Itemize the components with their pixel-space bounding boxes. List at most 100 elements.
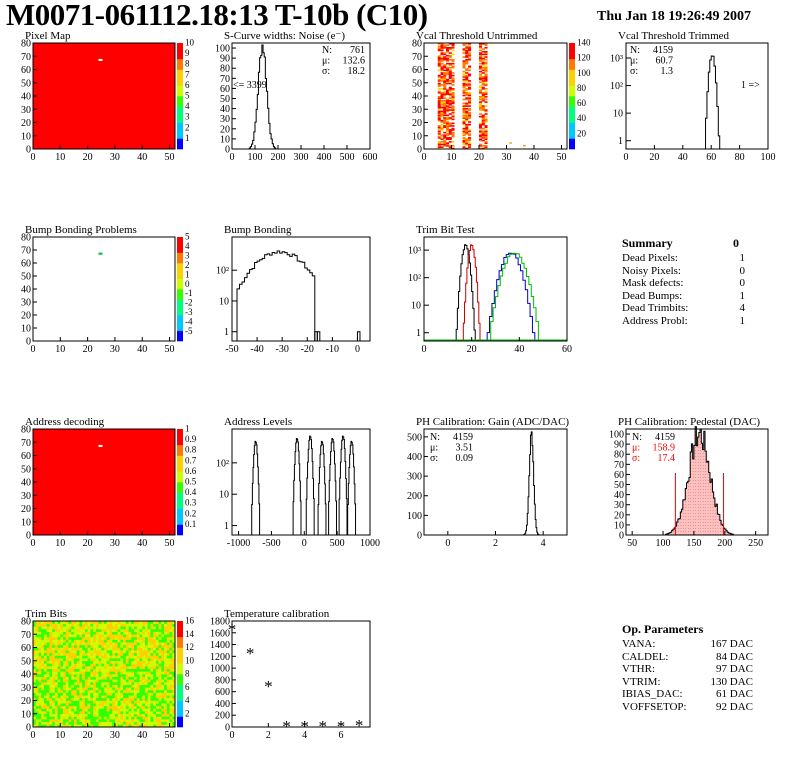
heatmap-cell bbox=[164, 660, 168, 664]
heatmap-cell bbox=[468, 105, 472, 107]
heatmap-cell bbox=[131, 681, 135, 685]
heatmap-cell bbox=[57, 681, 61, 685]
heatmap-cell bbox=[117, 650, 121, 654]
heatmap-cell bbox=[63, 703, 67, 707]
heatmap-cell bbox=[161, 634, 165, 638]
palette-swatch bbox=[177, 689, 183, 696]
heatmap-cell bbox=[43, 681, 47, 685]
heatmap-cell bbox=[123, 631, 127, 635]
heatmap-cell bbox=[443, 58, 447, 61]
heatmap-cell bbox=[465, 119, 469, 122]
heatmap-cell bbox=[150, 674, 154, 677]
heatmap-cell bbox=[84, 679, 88, 683]
heatmap-cell bbox=[443, 111, 447, 114]
heatmap-cell bbox=[481, 50, 485, 53]
heatmap-cell bbox=[134, 634, 138, 638]
heatmap-cell bbox=[114, 636, 118, 640]
heatmap-cell bbox=[106, 626, 110, 630]
heatmap-cell bbox=[68, 655, 72, 659]
heatmap-cell bbox=[479, 106, 483, 109]
heatmap-cell bbox=[33, 663, 37, 667]
x-tick-label: 150 bbox=[686, 538, 701, 549]
y-tick-label: 80 bbox=[412, 39, 422, 50]
summary-label: Dead Bumps: bbox=[622, 289, 683, 302]
heatmap-cell bbox=[71, 663, 75, 667]
heatmap-cell bbox=[49, 647, 53, 651]
heatmap-cell bbox=[65, 636, 69, 640]
heatmap-cell bbox=[87, 684, 91, 688]
palette-swatch bbox=[177, 294, 183, 300]
heatmap-cell bbox=[95, 716, 99, 720]
heatmap-cell bbox=[451, 125, 455, 127]
heatmap-cell bbox=[481, 115, 485, 118]
heatmap-cell bbox=[131, 658, 135, 662]
heatmap-cell bbox=[43, 671, 47, 675]
heatmap-cell bbox=[98, 716, 102, 720]
heatmap-cell bbox=[106, 644, 110, 648]
heatmap-cell bbox=[468, 121, 472, 123]
heatmap-cell bbox=[82, 626, 86, 630]
heatmap-cell bbox=[109, 644, 113, 648]
heatmap-cell bbox=[98, 660, 102, 664]
heatmap-cell bbox=[101, 721, 105, 725]
heatmap-cell bbox=[49, 700, 53, 704]
heatmap-cell bbox=[84, 647, 88, 651]
heatmap-cell bbox=[164, 674, 168, 677]
heatmap-cell bbox=[443, 53, 447, 56]
heatmap-cell bbox=[41, 719, 45, 722]
heatmap-cell bbox=[33, 666, 37, 669]
heatmap-cell bbox=[134, 628, 138, 632]
heatmap-cell bbox=[437, 97, 441, 99]
heatmap-cell bbox=[112, 621, 116, 624]
y-tick-label: 1400 bbox=[210, 640, 230, 651]
heatmap-cell bbox=[93, 668, 97, 672]
heatmap-cell bbox=[465, 45, 469, 48]
heatmap-cell bbox=[60, 647, 64, 651]
heatmap-cell bbox=[479, 57, 483, 60]
heatmap-cell bbox=[147, 719, 151, 722]
heatmap-cell bbox=[437, 46, 441, 49]
heatmap-cell bbox=[147, 623, 151, 627]
heatmap-cell bbox=[84, 697, 88, 701]
heatmap-cell bbox=[134, 724, 138, 728]
heatmap-cell bbox=[125, 628, 129, 632]
heatmap-cell bbox=[484, 129, 488, 131]
y-tick-label: 80 bbox=[21, 425, 31, 436]
heatmap-cell bbox=[144, 621, 148, 624]
heatmap-cell bbox=[71, 692, 75, 696]
heatmap-cell bbox=[79, 695, 83, 699]
heatmap-cell bbox=[98, 724, 102, 728]
summary-row: Noisy Pixels: 0 bbox=[622, 265, 745, 278]
heatmap-cell bbox=[128, 679, 132, 683]
heatmap-cell bbox=[52, 674, 56, 677]
heatmap-cell bbox=[481, 69, 485, 72]
heatmap-cell bbox=[57, 636, 61, 640]
heatmap-cell bbox=[139, 724, 143, 728]
heatmap-cell bbox=[71, 697, 75, 701]
heatmap-cell bbox=[465, 72, 469, 74]
palette-tick-label: 9 bbox=[185, 48, 190, 58]
heatmap-cell bbox=[38, 721, 42, 725]
heatmap-cell bbox=[117, 642, 121, 646]
heatmap-cell bbox=[158, 674, 162, 677]
palette-swatch bbox=[177, 237, 183, 243]
heatmap-cell bbox=[38, 708, 42, 712]
heatmap-cell bbox=[120, 689, 124, 693]
heatmap-cell bbox=[84, 660, 88, 664]
heatmap-cell bbox=[93, 647, 97, 651]
heatmap-cell bbox=[52, 663, 56, 667]
heatmap-cell bbox=[479, 44, 483, 46]
heatmap-cell bbox=[134, 708, 138, 712]
heatmap-cell bbox=[87, 636, 91, 640]
panel-title: Trim Bit Test bbox=[416, 224, 475, 236]
heatmap-cell bbox=[451, 131, 455, 134]
heatmap-cell bbox=[123, 711, 127, 715]
heatmap-cell bbox=[128, 644, 132, 648]
heatmap-cell bbox=[82, 692, 86, 696]
heatmap-cell bbox=[468, 138, 472, 141]
heatmap-cell bbox=[46, 713, 50, 717]
heatmap-cell bbox=[109, 689, 113, 693]
x-tick-label: 40 bbox=[678, 152, 688, 163]
heatmap-cell bbox=[98, 642, 102, 646]
heatmap-cell bbox=[125, 687, 129, 691]
